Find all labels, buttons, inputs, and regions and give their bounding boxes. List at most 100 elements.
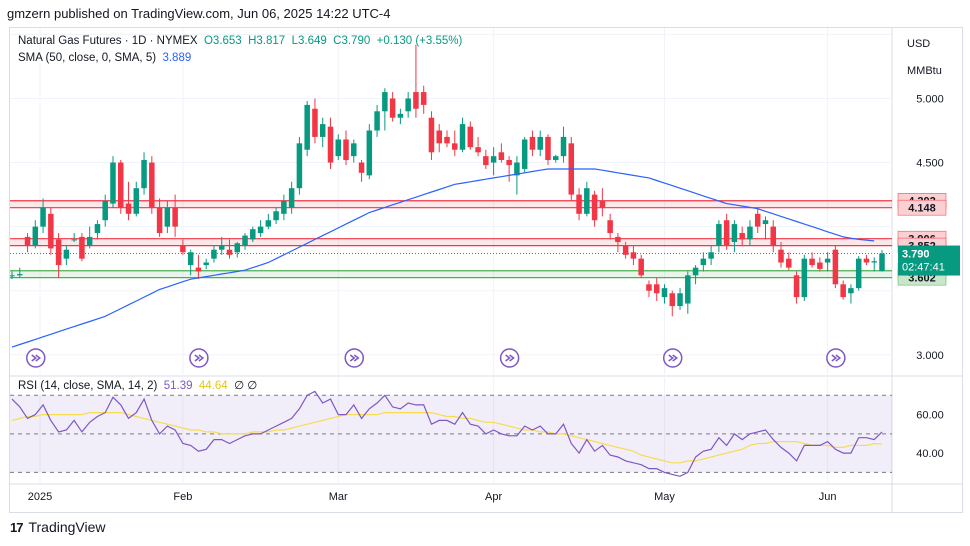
candle-body [490, 156, 497, 163]
candle [382, 88, 388, 131]
candle-body [646, 284, 652, 291]
candle [832, 245, 839, 289]
event-marker-arrow [505, 354, 515, 362]
event-marker-arrow [668, 354, 678, 362]
candle [125, 181, 132, 221]
candle-body [110, 162, 116, 204]
candle-body [211, 249, 217, 259]
event-marker-icon [344, 348, 364, 368]
candle [389, 92, 396, 122]
candle [312, 98, 318, 144]
candle-body [218, 245, 225, 250]
candle [708, 245, 714, 266]
candle [358, 159, 365, 182]
candle-body [685, 275, 691, 304]
candle [863, 254, 870, 266]
candle [234, 242, 241, 258]
event-marker-arrow [349, 354, 360, 362]
candle-body [257, 226, 264, 234]
candle-body [824, 258, 831, 263]
candle-body [863, 258, 870, 263]
candle-body [358, 162, 365, 173]
candle [218, 236, 225, 255]
candle-body [786, 258, 792, 268]
candle [638, 254, 644, 278]
candle-body [848, 288, 854, 294]
candle [739, 226, 745, 246]
candle [452, 130, 458, 157]
candle-body [754, 213, 761, 227]
candle [879, 250, 885, 272]
candle-body [118, 162, 124, 208]
candle [343, 130, 349, 166]
candle-body [599, 201, 606, 208]
candle [32, 220, 39, 249]
candle-body [296, 143, 303, 189]
candle [855, 256, 862, 291]
candle [793, 271, 800, 304]
candle-body [436, 130, 442, 144]
rsi-layer [10, 390, 892, 477]
candle-body [661, 288, 668, 298]
high-value: 3.817 [256, 35, 286, 47]
candle [506, 156, 512, 182]
candle-body [716, 224, 722, 246]
event-marker-icon [26, 348, 46, 368]
publish-info: gmzern published on TradingView.com, Jun… [7, 6, 391, 21]
candle-body [94, 224, 101, 234]
last-price-box [898, 245, 960, 276]
candle-body [149, 162, 155, 208]
candle-body [584, 188, 590, 214]
candle [366, 124, 373, 180]
currency-label[interactable]: USD [907, 38, 931, 50]
candle-body [327, 126, 334, 163]
low-value: 3.649 [297, 35, 327, 47]
candle [351, 139, 357, 163]
candle-body [553, 156, 559, 160]
candle-body [801, 258, 808, 298]
candle [405, 92, 411, 118]
candle-body [762, 220, 769, 225]
open-value: 3.653 [212, 35, 242, 47]
candle-body [413, 92, 419, 109]
candle-body [63, 249, 70, 259]
unit-label[interactable]: MMBtu [907, 65, 942, 77]
candle [622, 242, 629, 259]
candle-body [855, 258, 862, 289]
tradingview-footer[interactable]: 17 TradingView [10, 519, 106, 535]
candle-body [397, 113, 404, 118]
candle-body [312, 108, 318, 137]
rsi-tick-label: 40.00 [916, 448, 944, 460]
chart-area[interactable]: 5.0004.5003.00060.0040.004.2024.1483.906… [9, 27, 963, 513]
candle-body [389, 98, 396, 118]
candle [242, 233, 248, 250]
candle [514, 156, 520, 195]
candle [661, 284, 668, 304]
event-marker-icon [499, 348, 520, 368]
axis-layer: 5.0004.5003.00060.0040.004.2024.1483.906… [28, 93, 960, 503]
candle-body [576, 194, 582, 214]
candle [428, 111, 435, 160]
candle-body [17, 274, 23, 276]
candle-body [871, 261, 877, 263]
price-label-text: 3.602 [908, 273, 936, 285]
candle-body [545, 136, 551, 160]
sma-legend: SMA (50, close, 0, SMA, 5) 3.889 [18, 52, 191, 64]
symbol-name: Natural Gas Futures · 1D · NYMEX [18, 35, 198, 47]
candle-body [203, 262, 209, 266]
candle-body [514, 162, 520, 176]
time-axis-label: Jun [819, 491, 837, 503]
candle-body [242, 235, 248, 246]
low-label: L [291, 35, 298, 47]
rsi-tick-label: 60.00 [916, 410, 944, 422]
candle-body [459, 124, 466, 150]
candle-body [133, 188, 140, 214]
candle-body [560, 136, 567, 157]
event-marker-icon [662, 348, 683, 368]
candle [747, 220, 753, 246]
candle-body [467, 126, 474, 148]
candle [615, 233, 621, 253]
chart-svg[interactable]: 5.0004.5003.00060.0040.004.2024.1483.906… [10, 28, 962, 512]
candle [17, 267, 23, 278]
candle [257, 220, 264, 237]
